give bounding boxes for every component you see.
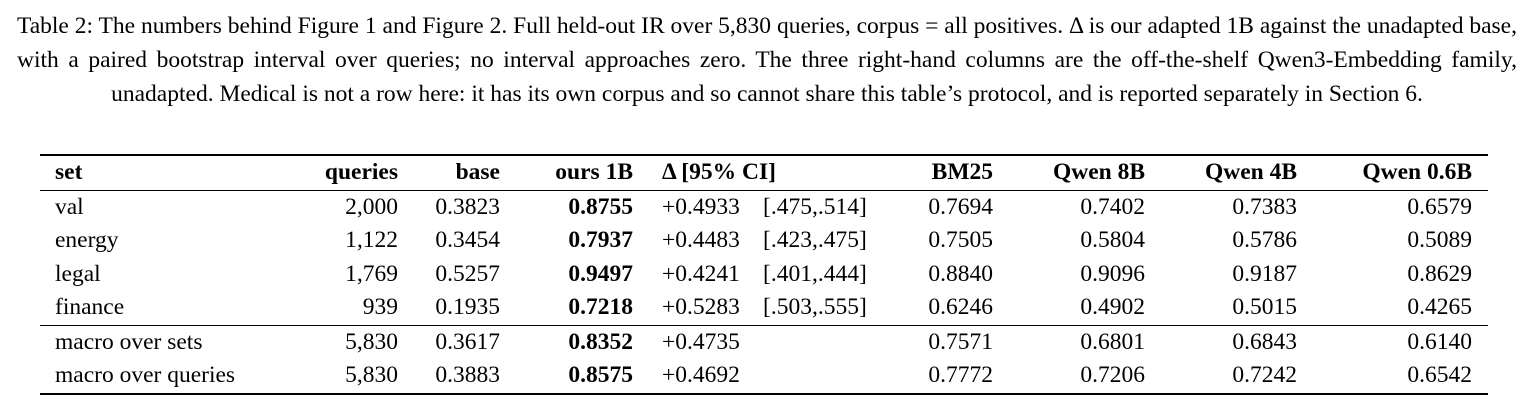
results-table: set queries base ours 1B Δ [95% CI] BM25 Qwen … <box>40 154 1488 395</box>
table-row: finance 939 0.1935 0.7218 +0.5283 [.503,.555]… <box>40 291 1488 325</box>
column-header: queries <box>324 159 398 186</box>
table-row: val 2,000 0.3823 0.8755 +0.4933 [.475,.514] 0.… <box>40 190 1488 224</box>
cell: val <box>55 193 84 220</box>
cell: 0.3883 <box>435 362 500 389</box>
column-header: Qwen 0.6B <box>1362 159 1472 186</box>
cell: 0.5804 <box>1080 227 1145 254</box>
cell: 5,830 <box>345 328 398 355</box>
cell: 0.7206 <box>1080 362 1145 389</box>
cell: 0.7505 <box>928 227 993 254</box>
cell: 0.9187 <box>1232 260 1297 287</box>
cell: 0.6542 <box>1407 362 1472 389</box>
column-header: BM25 <box>931 159 993 186</box>
cell: +0.5283 <box>662 294 740 321</box>
column-header: Δ [95% CI] <box>662 159 776 186</box>
cell: 0.7694 <box>928 193 993 220</box>
cell: +0.4933 <box>662 193 740 220</box>
column-header: set <box>55 159 83 186</box>
cell: +0.4241 <box>662 260 740 287</box>
column-header: base <box>455 159 500 186</box>
cell: 0.6801 <box>1080 328 1145 355</box>
cell: [.503,.555] <box>763 294 867 321</box>
row-group: val 2,000 0.3823 0.8755 +0.4933 [.475,.514] 0.… <box>40 190 1488 325</box>
cell: 0.8755 <box>568 193 633 220</box>
cell: 0.5089 <box>1407 227 1472 254</box>
header-row: set queries base ours 1B Δ [95% CI] BM25 Qwen … <box>40 155 1488 190</box>
cell: +0.4483 <box>662 227 740 254</box>
cell: 0.8840 <box>928 260 993 287</box>
cell: 0.7242 <box>1232 362 1297 389</box>
cell: 0.1935 <box>435 294 500 321</box>
table-row: macro over queries 5,830 0.3883 0.8575 +0.46… <box>40 359 1488 394</box>
cell: 0.3454 <box>435 227 500 254</box>
cell: [.401,.444] <box>763 260 867 287</box>
cell: 0.3823 <box>435 193 500 220</box>
column-header: Qwen 4B <box>1204 159 1297 186</box>
cell: 0.6843 <box>1232 328 1297 355</box>
cell: 0.7571 <box>928 328 993 355</box>
cell: macro over queries <box>55 362 236 389</box>
cell: 0.3617 <box>435 328 500 355</box>
cell: 0.7402 <box>1080 193 1145 220</box>
cell: 2,000 <box>345 193 398 220</box>
cell <box>757 359 890 394</box>
cell: 0.8352 <box>568 328 633 355</box>
cell: 0.7937 <box>568 227 633 254</box>
column-header: ours 1B <box>555 159 633 186</box>
cell: 0.9096 <box>1080 260 1145 287</box>
cell <box>757 325 890 359</box>
row-group: macro over sets 5,830 0.3617 0.8352 +0.4735 0… <box>40 325 1488 394</box>
cell: 0.7218 <box>568 294 633 321</box>
cell: 0.4265 <box>1407 294 1472 321</box>
cell: 0.6579 <box>1407 193 1472 220</box>
table-row: energy 1,122 0.3454 0.7937 +0.4483 [.423,.475… <box>40 224 1488 258</box>
cell: 0.5257 <box>435 260 500 287</box>
cell: 5,830 <box>345 362 398 389</box>
cell: legal <box>55 260 101 287</box>
cell: 1,769 <box>345 260 398 287</box>
cell: 0.8629 <box>1407 260 1472 287</box>
cell: 0.7383 <box>1232 193 1297 220</box>
cell: [.423,.475] <box>763 227 867 254</box>
cell: +0.4692 <box>662 362 740 389</box>
cell: 939 <box>362 294 398 321</box>
cell: 0.5786 <box>1232 227 1297 254</box>
cell: 1,122 <box>345 227 398 254</box>
cell: 0.8575 <box>568 362 633 389</box>
cell: 0.6246 <box>928 294 993 321</box>
cell: 0.9497 <box>568 260 633 287</box>
cell: 0.6140 <box>1407 328 1472 355</box>
cell: finance <box>55 294 125 321</box>
table-row: legal 1,769 0.5257 0.9497 +0.4241 [.401,.444]… <box>40 258 1488 292</box>
column-header: Qwen 8B <box>1052 159 1145 186</box>
cell: macro over sets <box>55 328 203 355</box>
cell: [.475,.514] <box>763 193 867 220</box>
cell: 0.5015 <box>1232 294 1297 321</box>
cell: 0.7772 <box>928 362 993 389</box>
cell: 0.4902 <box>1080 294 1145 321</box>
table-row: macro over sets 5,830 0.3617 0.8352 +0.4735 0… <box>40 325 1488 359</box>
cell: energy <box>55 227 119 254</box>
cell: +0.4735 <box>662 328 740 355</box>
caption: Table 2: The numbers behind Figure 1 and… <box>17 13 1517 107</box>
